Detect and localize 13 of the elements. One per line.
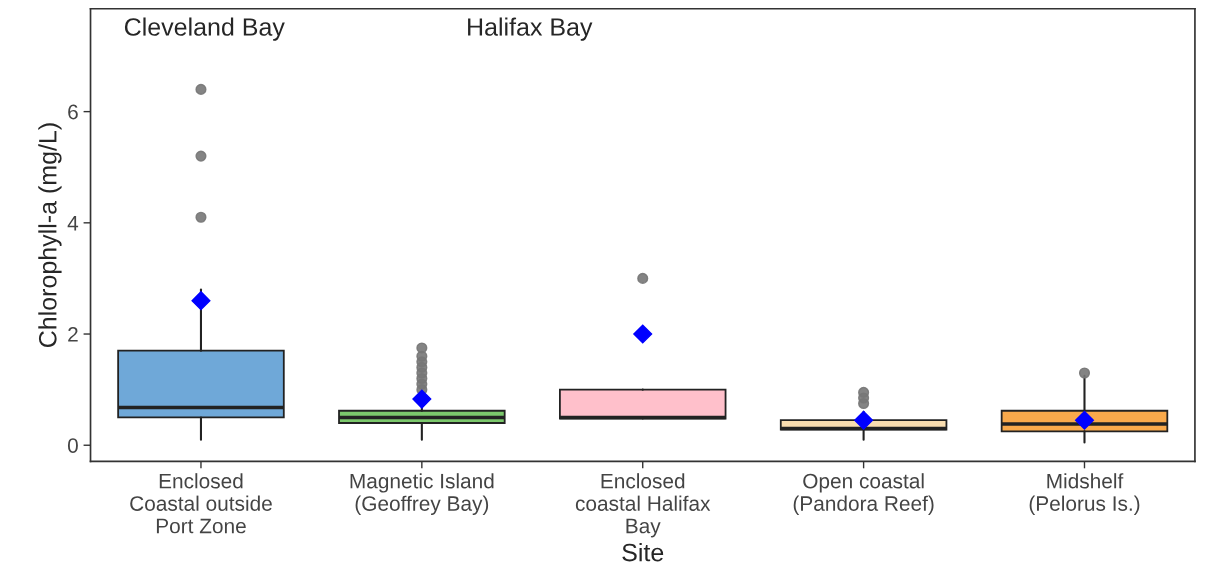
annotation: Cleveland Bay	[124, 17, 285, 41]
y-tick-label: 0	[67, 438, 78, 453]
y-axis-title: Chlorophyll-a (mg/L)	[38, 123, 62, 348]
y-tick-label: 4	[67, 216, 79, 231]
y-tick-label: 6	[68, 104, 78, 120]
x-tick-label: Midshelf (Pelorus Is.)	[1029, 473, 1140, 516]
x-tick-label: Magnetic Island (Geoffrey Bay)	[350, 473, 494, 516]
y-tick-label: 2	[68, 327, 78, 342]
x-tick-label: Enclosed Coastal outside Port Zone	[130, 473, 272, 534]
x-tick-label: Enclosed coastal Halifax Bay	[575, 473, 711, 538]
annotation: Halifax Bay	[468, 17, 593, 41]
x-tick-label: Open coastal (Pandora Reef)	[793, 473, 934, 516]
x-axis-title: Site	[622, 543, 664, 562]
